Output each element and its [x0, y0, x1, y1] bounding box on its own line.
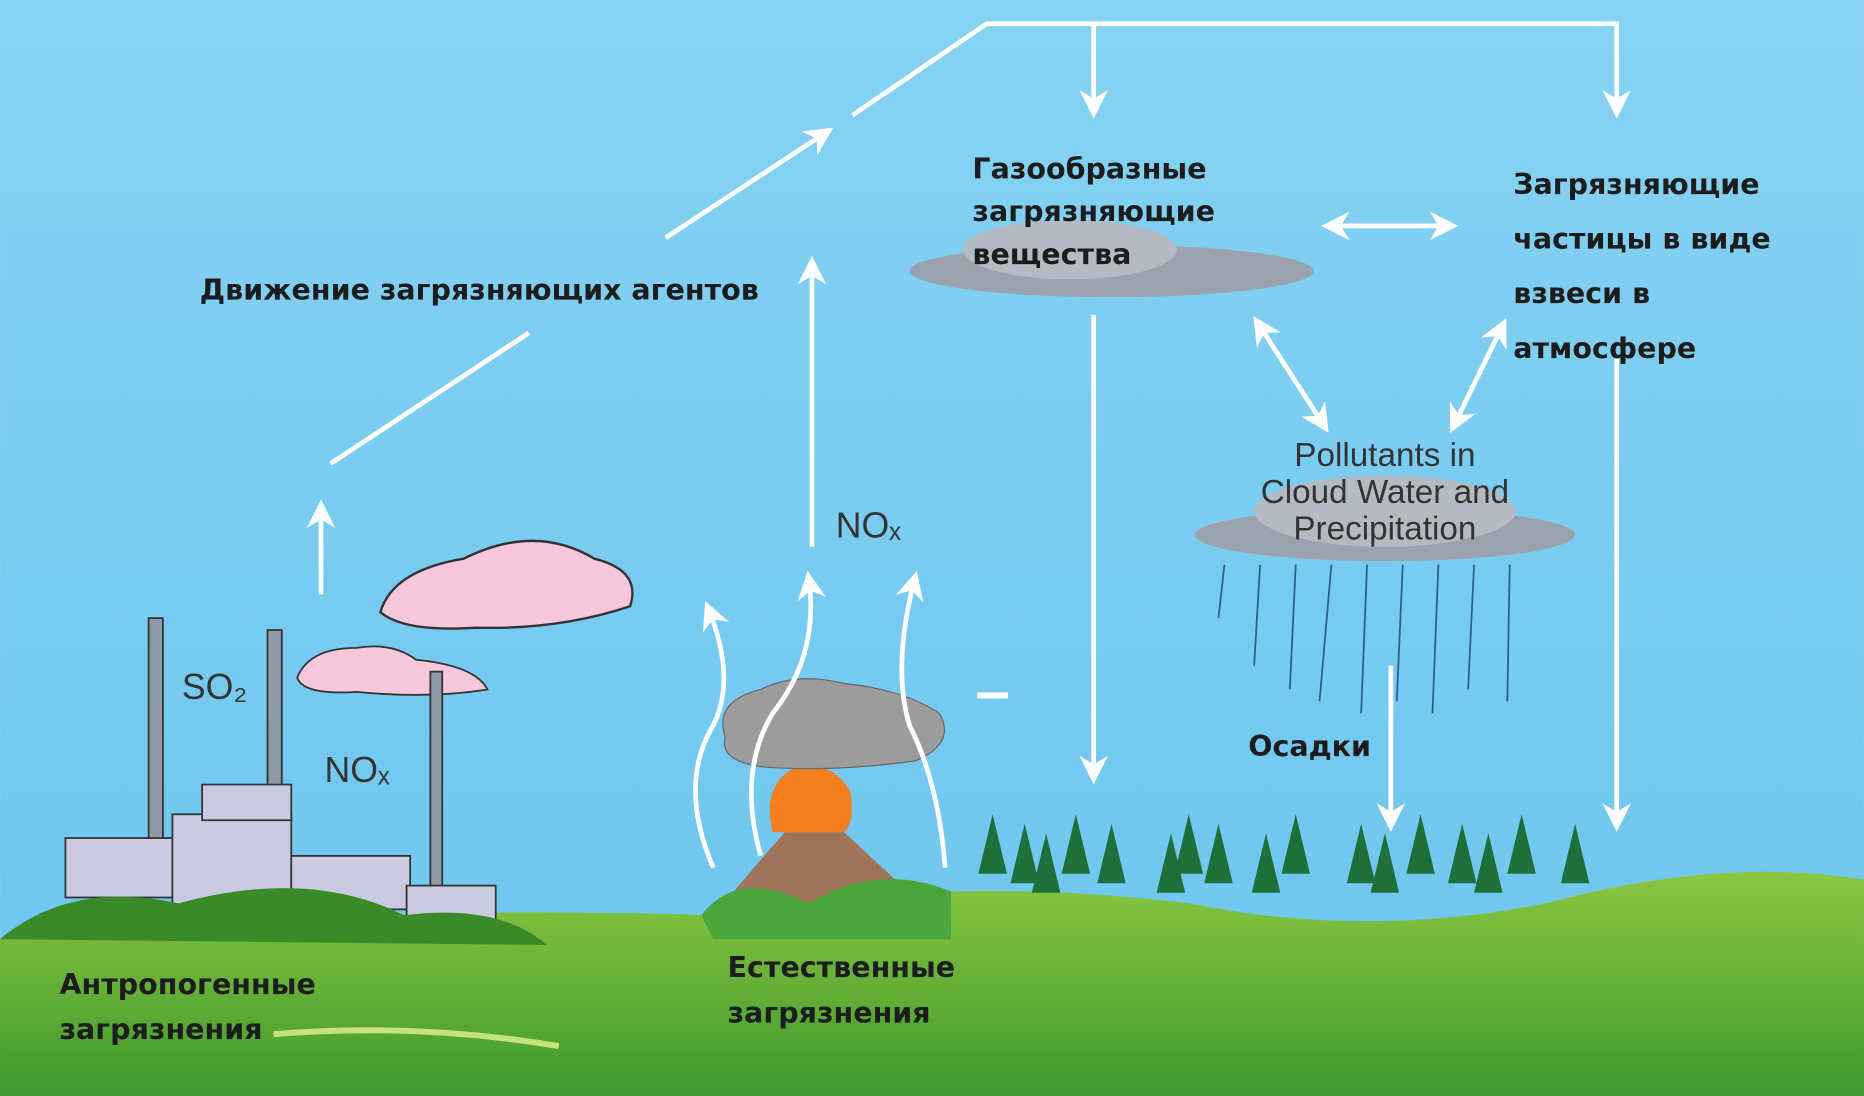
label: частицы в виде: [1513, 222, 1770, 255]
label: Антропогенные: [59, 968, 315, 1001]
label: атмосфере: [1513, 332, 1696, 365]
label: Движение загрязняющих агентов: [200, 274, 759, 307]
label: загрязняющие: [972, 195, 1215, 228]
label: NOₓ: [325, 750, 390, 790]
label: Естественные: [728, 951, 956, 984]
label: Pollutants in: [1294, 437, 1475, 474]
label: SO₂: [182, 667, 247, 707]
diagram: Движение загрязняющих агентов Газообразны…: [0, 0, 1864, 1096]
label: взвеси в: [1513, 277, 1650, 310]
label: вещества: [972, 238, 1131, 271]
label: Загрязняющие: [1513, 168, 1759, 201]
label: Cloud Water and: [1261, 474, 1509, 511]
label: загрязнения: [59, 1013, 262, 1046]
label: NOₓ: [836, 505, 901, 545]
label: Осадки: [1248, 730, 1371, 763]
label: Precipitation: [1293, 511, 1476, 548]
label: Газообразные: [972, 152, 1206, 185]
label: загрязнения: [728, 996, 931, 1029]
